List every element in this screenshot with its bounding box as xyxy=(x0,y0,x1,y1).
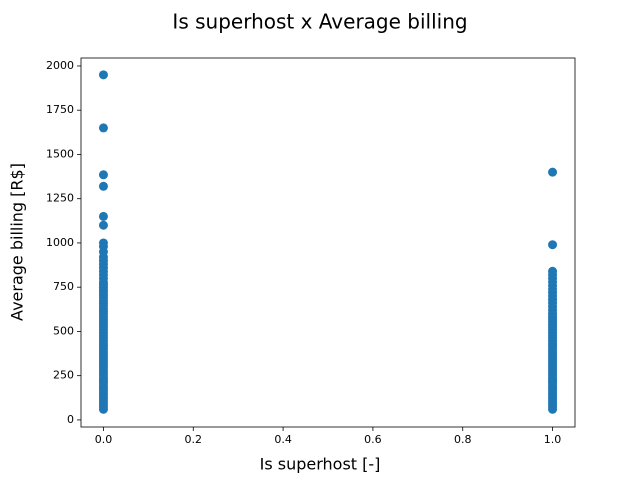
chart-title: Is superhost x Average billing xyxy=(172,10,467,34)
y-tick-label: 1250 xyxy=(46,192,74,205)
y-tick-label: 500 xyxy=(53,324,74,337)
scatter-point xyxy=(548,240,558,250)
x-tick-label: 1.0 xyxy=(544,433,562,446)
x-tick-label: 0.0 xyxy=(95,433,113,446)
x-tick-label: 0.8 xyxy=(454,433,472,446)
y-tick-label: 2000 xyxy=(46,59,74,72)
scatter-point xyxy=(98,220,108,230)
scatter-point xyxy=(98,123,108,133)
scatter-point xyxy=(98,211,108,221)
scatter-point xyxy=(98,181,108,191)
y-tick-label: 250 xyxy=(53,369,74,382)
y-tick-label: 1750 xyxy=(46,103,74,116)
y-tick-label: 750 xyxy=(53,280,74,293)
y-tick-label: 1500 xyxy=(46,147,74,160)
y-tick-label: 1000 xyxy=(46,236,74,249)
x-axis-label: Is superhost [-] xyxy=(260,455,381,474)
scatter-point xyxy=(98,70,108,80)
x-tick-label: 0.4 xyxy=(274,433,292,446)
y-axis-label: Average billing [R$] xyxy=(8,163,27,321)
scatter-point xyxy=(548,167,558,177)
y-tick-label: 0 xyxy=(67,413,74,426)
scatter-point xyxy=(98,238,108,248)
x-tick-label: 0.6 xyxy=(364,433,382,446)
x-tick-label: 0.2 xyxy=(185,433,203,446)
scatter-point xyxy=(98,170,108,180)
plot-frame xyxy=(80,57,576,428)
scatter-point xyxy=(548,266,558,276)
